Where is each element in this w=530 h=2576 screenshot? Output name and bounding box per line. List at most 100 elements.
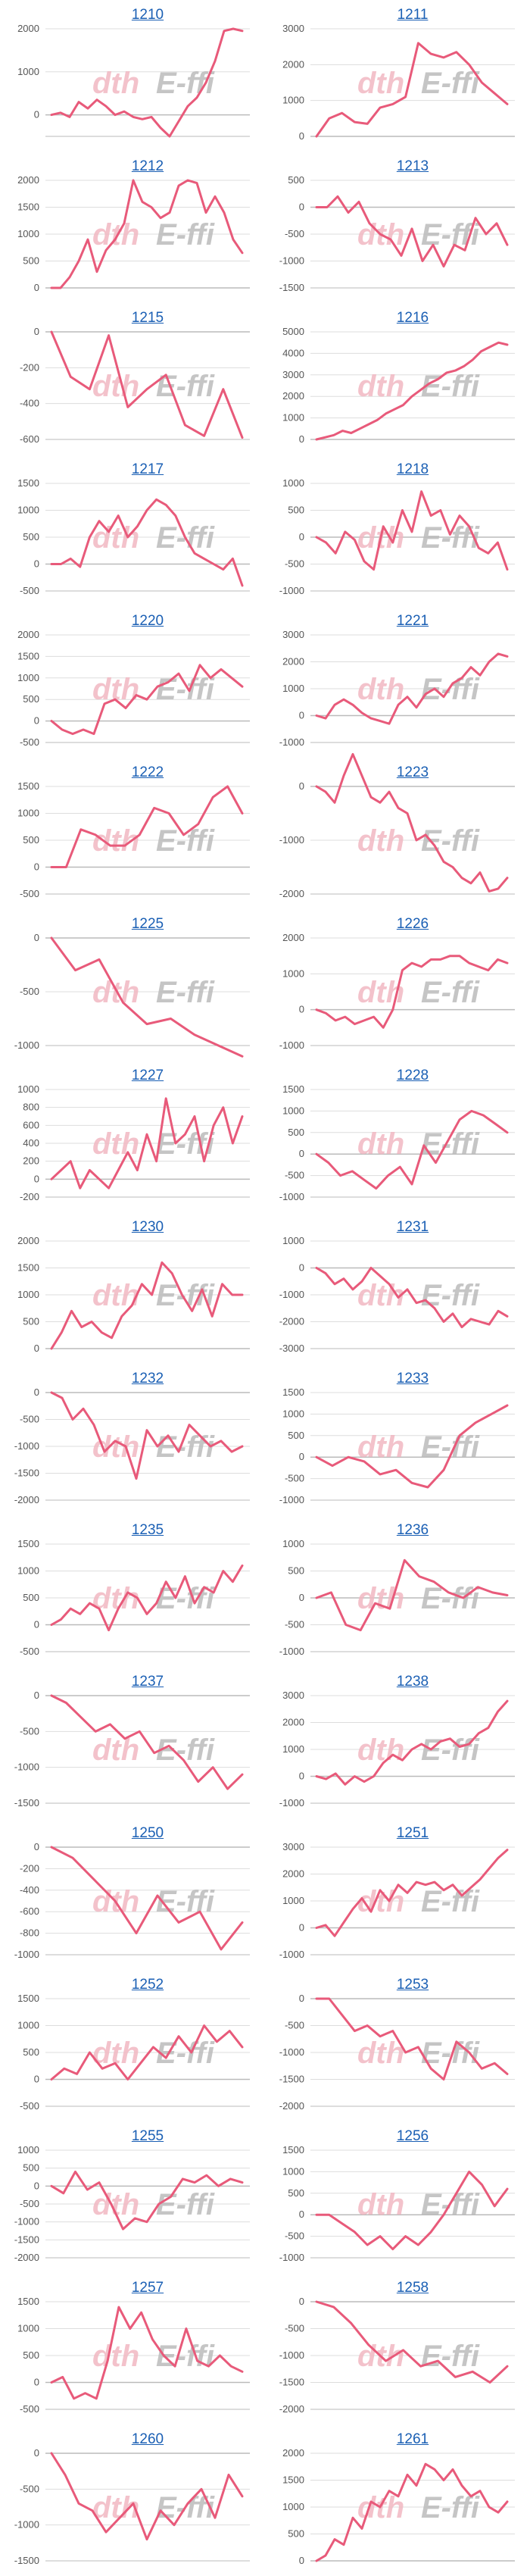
watermark-logo: E-ffi	[421, 2340, 480, 2373]
y-tick-label: 500	[23, 531, 39, 542]
chart-panel-1251: 1251 3000 2000 1000 0 -1000 dth E-ffi	[265, 1818, 530, 1970]
watermark-logo: dth	[357, 1127, 404, 1161]
chart-title-link[interactable]: 1238	[396, 1674, 429, 1690]
chart-title-link[interactable]: 1218	[396, 461, 429, 477]
y-tick-label: 3000	[282, 629, 304, 640]
chart-title-link[interactable]: 1253	[396, 1977, 429, 1993]
y-tick-label: 1000	[282, 477, 304, 489]
y-tick-label: 0	[34, 932, 39, 943]
series-line	[315, 1558, 509, 1632]
chart-panel-1237: 1237 0 -500 -1000 -1500 dth E-ffi	[0, 1667, 265, 1818]
y-tick-label: -1000	[14, 2216, 39, 2227]
series-line	[315, 195, 509, 268]
y-tick-label: 1000	[282, 2165, 304, 2177]
watermark-logo: E-ffi	[421, 976, 480, 1009]
chart-title-link[interactable]: 1256	[396, 2128, 429, 2144]
chart-title-link[interactable]: 1252	[131, 1977, 164, 1993]
chart-panel-1238: 1238 3000 2000 1000 0 -1000 dth E-ffi	[265, 1667, 530, 1818]
y-tick-label: 0	[299, 1451, 304, 1462]
chart-title-link[interactable]: 1215	[131, 310, 164, 326]
y-tick-label: 500	[23, 2046, 39, 2058]
chart-title-link[interactable]: 1237	[131, 1674, 164, 1690]
chart-title-link[interactable]: 1226	[396, 916, 429, 932]
y-tick-label: -1000	[14, 1039, 39, 1051]
y-tick-label: -1000	[279, 1494, 304, 1505]
y-tick-label: -200	[20, 361, 39, 373]
chart-title-link[interactable]: 1221	[396, 613, 429, 629]
chart-title-link[interactable]: 1255	[131, 2128, 164, 2144]
chart-title-link[interactable]: 1211	[397, 7, 429, 23]
y-tick-label: 500	[288, 2187, 304, 2199]
series-line	[315, 42, 509, 138]
chart-title-link[interactable]: 1230	[131, 1219, 164, 1235]
chart-title-link[interactable]: 1227	[131, 1068, 164, 1083]
y-tick-label: 0	[299, 2209, 304, 2220]
y-tick-label: -2000	[279, 1316, 304, 1327]
chart-title-link[interactable]: 1212	[131, 158, 164, 174]
chart-title-link[interactable]: 1231	[396, 1219, 429, 1235]
chart-title-link[interactable]: 1250	[131, 1825, 164, 1841]
series-line	[315, 1997, 509, 2080]
chart-panel-1213: 1213 500 0 -500 -1000 -1500 dth E-ffi	[265, 152, 530, 303]
y-tick-label: -1000	[279, 1797, 304, 1809]
series-line	[315, 490, 509, 571]
y-tick-label: 500	[288, 1430, 304, 1441]
watermark-logo: dth	[357, 1430, 404, 1464]
y-tick-label: -500	[20, 2198, 39, 2209]
y-tick-label: -500	[20, 2403, 39, 2415]
y-tick-label: -500	[20, 1414, 39, 1425]
chart-title-link[interactable]: 1216	[396, 310, 429, 326]
y-tick-label: 1000	[282, 683, 304, 694]
chart-title-link[interactable]: 1222	[131, 764, 164, 780]
chart-panel-1226: 1226 2000 1000 0 -1000 dth E-ffi	[265, 909, 530, 1061]
y-tick-label: -400	[20, 398, 39, 409]
chart-title-link[interactable]: 1233	[396, 1371, 429, 1386]
chart-title-link[interactable]: 1258	[396, 2280, 429, 2296]
y-tick-label: 1000	[17, 672, 39, 683]
chart-title-link[interactable]: 1257	[131, 2280, 164, 2296]
y-tick-label: -1500	[14, 1797, 39, 1809]
series-line	[50, 1261, 244, 1350]
chart-title-link[interactable]: 1220	[131, 613, 164, 629]
y-tick-label: -500	[285, 1170, 304, 1181]
y-tick-label: 0	[34, 2074, 39, 2085]
y-tick-label: 4000	[282, 347, 304, 358]
y-tick-label: 1500	[17, 2296, 39, 2307]
y-tick-label: 0	[34, 282, 39, 293]
chart-title-link[interactable]: 1213	[396, 158, 429, 174]
y-tick-label: -500	[20, 2100, 39, 2112]
series-line	[315, 2462, 509, 2562]
y-tick-label: -500	[285, 228, 304, 239]
chart-panel-1210: 1210 2000 1000 0 dth E-ffi	[0, 0, 265, 152]
watermark-logo: E-ffi	[156, 1885, 215, 1918]
y-tick-label: 500	[23, 693, 39, 705]
chart-panel-1235: 1235 1500 1000 500 0 -500 dth E-ffi	[0, 1515, 265, 1667]
chart-title-link[interactable]: 1251	[396, 1825, 429, 1841]
series-line	[50, 498, 244, 587]
chart-title-link[interactable]: 1223	[396, 764, 429, 780]
y-tick-label: 0	[299, 1771, 304, 1782]
y-tick-label: 1000	[17, 1289, 39, 1300]
chart-title-link[interactable]: 1235	[131, 1522, 164, 1538]
chart-title-link[interactable]: 1236	[396, 1522, 429, 1538]
chart-title-link[interactable]: 1260	[131, 2431, 164, 2447]
y-tick-label: 500	[288, 174, 304, 186]
chart-panel-1217: 1217 1500 1000 500 0 -500 dth E-ffi	[0, 455, 265, 606]
line-chart: 2000 1500 1000 500 0 dth E-ffi	[17, 1235, 250, 1354]
y-tick-label: 500	[23, 255, 39, 267]
chart-title-link[interactable]: 1217	[131, 461, 164, 477]
chart-title-link[interactable]: 1210	[131, 7, 164, 23]
y-tick-label: -2000	[14, 2252, 39, 2263]
y-tick-label: -2000	[279, 888, 304, 899]
chart-title-link[interactable]: 1232	[131, 1371, 164, 1386]
chart-title-link[interactable]: 1225	[131, 916, 164, 932]
chart-title-link[interactable]: 1261	[396, 2431, 429, 2447]
chart-title-link[interactable]: 1228	[396, 1068, 429, 1083]
watermark-logo: dth	[357, 824, 404, 858]
y-tick-label: 1000	[17, 1565, 39, 1577]
watermark-logo: E-ffi	[421, 1885, 480, 1918]
